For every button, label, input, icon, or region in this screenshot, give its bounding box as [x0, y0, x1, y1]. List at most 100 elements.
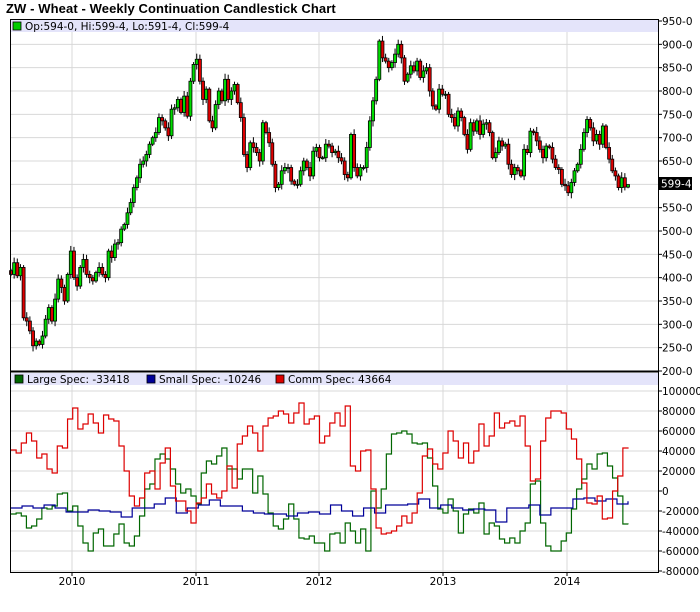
- candle-up: [497, 140, 501, 154]
- candle-down: [242, 117, 246, 155]
- cot-tick-label: 60000: [662, 426, 695, 438]
- candle-up: [421, 70, 426, 78]
- candle-down: [330, 145, 334, 153]
- candle-down: [591, 127, 596, 142]
- candle-up: [364, 147, 369, 168]
- candle-down: [317, 147, 322, 159]
- candle-down: [336, 150, 341, 159]
- candle-up: [34, 340, 39, 347]
- candle-down: [15, 262, 20, 277]
- price-tick-label: 250-0: [662, 343, 693, 355]
- candle-up: [157, 117, 161, 133]
- candle-up: [405, 73, 410, 82]
- candle-down: [289, 167, 294, 182]
- candle-up: [286, 167, 290, 169]
- candle-up: [12, 262, 17, 275]
- candle-down: [27, 320, 32, 332]
- candle-up: [194, 58, 199, 65]
- candle-down: [210, 120, 215, 129]
- candle-down: [59, 278, 64, 288]
- candle-down: [270, 142, 275, 165]
- candle-down: [62, 287, 67, 302]
- candle-up: [585, 119, 589, 133]
- candle-down: [610, 158, 615, 172]
- candle-down: [380, 40, 385, 59]
- price-tick-label: 400-0: [662, 273, 693, 285]
- candle-down: [556, 167, 561, 170]
- candle-down: [226, 78, 231, 100]
- candle-up: [390, 62, 394, 69]
- candle-up: [128, 202, 133, 214]
- cot-tick-label: -60000: [662, 546, 699, 558]
- candle-up: [40, 335, 45, 345]
- price-tick-label: 850-0: [662, 63, 693, 75]
- candle-up: [106, 250, 111, 279]
- candle-up: [361, 167, 366, 169]
- candle-down: [537, 140, 542, 150]
- candle-up: [56, 278, 61, 300]
- candle-down: [267, 132, 272, 144]
- candle-up: [43, 318, 48, 337]
- candle-up: [153, 132, 158, 139]
- candle-up: [169, 108, 174, 137]
- candle-down: [471, 122, 476, 132]
- candle-up: [18, 266, 23, 277]
- candle-down: [305, 160, 309, 168]
- candle-up: [182, 95, 187, 113]
- candle-down: [434, 105, 438, 110]
- candle-down: [418, 60, 423, 78]
- candle-down: [257, 152, 262, 162]
- candle-up: [468, 122, 473, 150]
- cot-line-large-spec: [11, 430, 629, 552]
- year-tick-label: 2011: [183, 576, 210, 588]
- candle-down: [238, 102, 243, 118]
- candle-down: [345, 174, 350, 179]
- candle-up: [112, 243, 117, 258]
- price-legend-swatch: [12, 21, 22, 31]
- candle-down: [563, 183, 567, 187]
- candle-down: [21, 266, 26, 319]
- cot-line-small-spec: [11, 497, 629, 523]
- candle-up: [377, 40, 382, 80]
- candle-up: [94, 272, 98, 282]
- candle-down: [37, 340, 42, 345]
- candle-up: [248, 142, 253, 168]
- candle-down: [166, 127, 171, 137]
- candle-up: [396, 43, 401, 55]
- candle-up: [68, 250, 73, 275]
- year-tick-label: 2013: [430, 576, 457, 588]
- cot-tick-label: 100000: [662, 386, 700, 398]
- candle-up: [582, 132, 586, 150]
- candle-up: [522, 148, 527, 177]
- candle-down: [613, 170, 618, 177]
- candle-up: [295, 183, 300, 186]
- price-tick-label: 950-0: [662, 16, 693, 28]
- price-tick-label: 350-0: [662, 296, 693, 308]
- candle-down: [550, 147, 555, 160]
- candle-down: [342, 160, 347, 175]
- candle-up: [147, 143, 152, 155]
- candle-up: [97, 266, 102, 273]
- candle-down: [160, 117, 165, 122]
- price-tick-label: 450-0: [662, 249, 693, 261]
- candle-down: [251, 142, 256, 148]
- candle-down: [197, 58, 202, 82]
- candle-down: [245, 154, 249, 168]
- candle-down: [207, 88, 212, 122]
- candle-down: [399, 43, 404, 59]
- candle-down: [31, 330, 35, 347]
- candle-down: [440, 88, 445, 95]
- candle-down: [355, 167, 360, 177]
- last-price-box: [659, 177, 692, 190]
- price-tick-label: 900-0: [662, 39, 693, 51]
- candle-up: [175, 99, 180, 109]
- candle-up: [116, 242, 120, 245]
- candlestick-series: [9, 35, 630, 352]
- candle-down: [327, 143, 331, 147]
- cot-tick-label: 0: [662, 486, 669, 498]
- candle-down: [487, 122, 492, 133]
- candle-up: [333, 150, 338, 153]
- candle-up: [213, 104, 218, 129]
- candle-up: [81, 259, 86, 268]
